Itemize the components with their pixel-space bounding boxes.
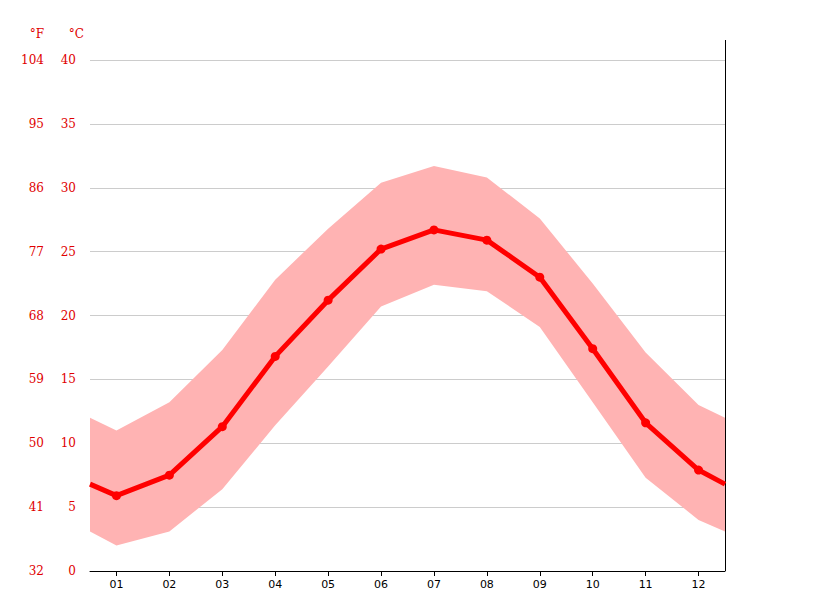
svg-text:20: 20 xyxy=(61,309,76,323)
svg-text:03: 03 xyxy=(215,578,229,591)
svg-text:12: 12 xyxy=(692,578,706,591)
svg-text:°F: °F xyxy=(30,27,44,41)
svg-text:10: 10 xyxy=(586,578,600,591)
svg-text:10: 10 xyxy=(61,436,76,450)
svg-text:5: 5 xyxy=(68,500,76,514)
svg-text:15: 15 xyxy=(61,372,76,386)
svg-text:50: 50 xyxy=(29,436,44,450)
svg-text:35: 35 xyxy=(61,117,76,131)
svg-text:04: 04 xyxy=(268,578,282,591)
svg-text:08: 08 xyxy=(480,578,494,591)
svg-text:77: 77 xyxy=(29,245,44,259)
svg-text:02: 02 xyxy=(162,578,176,591)
svg-text:25: 25 xyxy=(61,245,76,259)
svg-text:09: 09 xyxy=(533,578,547,591)
svg-text:86: 86 xyxy=(29,181,44,195)
svg-text:06: 06 xyxy=(374,578,388,591)
svg-text:68: 68 xyxy=(29,309,44,323)
svg-text:41: 41 xyxy=(29,500,44,514)
svg-text:11: 11 xyxy=(639,578,653,591)
svg-text:0: 0 xyxy=(68,564,76,578)
svg-text:104: 104 xyxy=(21,53,44,67)
svg-text:05: 05 xyxy=(321,578,335,591)
svg-text:59: 59 xyxy=(29,372,44,386)
svg-text:°C: °C xyxy=(69,27,84,41)
svg-text:07: 07 xyxy=(427,578,441,591)
svg-text:95: 95 xyxy=(29,117,44,131)
svg-text:30: 30 xyxy=(61,181,76,195)
svg-text:01: 01 xyxy=(109,578,123,591)
svg-text:32: 32 xyxy=(29,564,44,578)
svg-text:40: 40 xyxy=(61,53,76,67)
